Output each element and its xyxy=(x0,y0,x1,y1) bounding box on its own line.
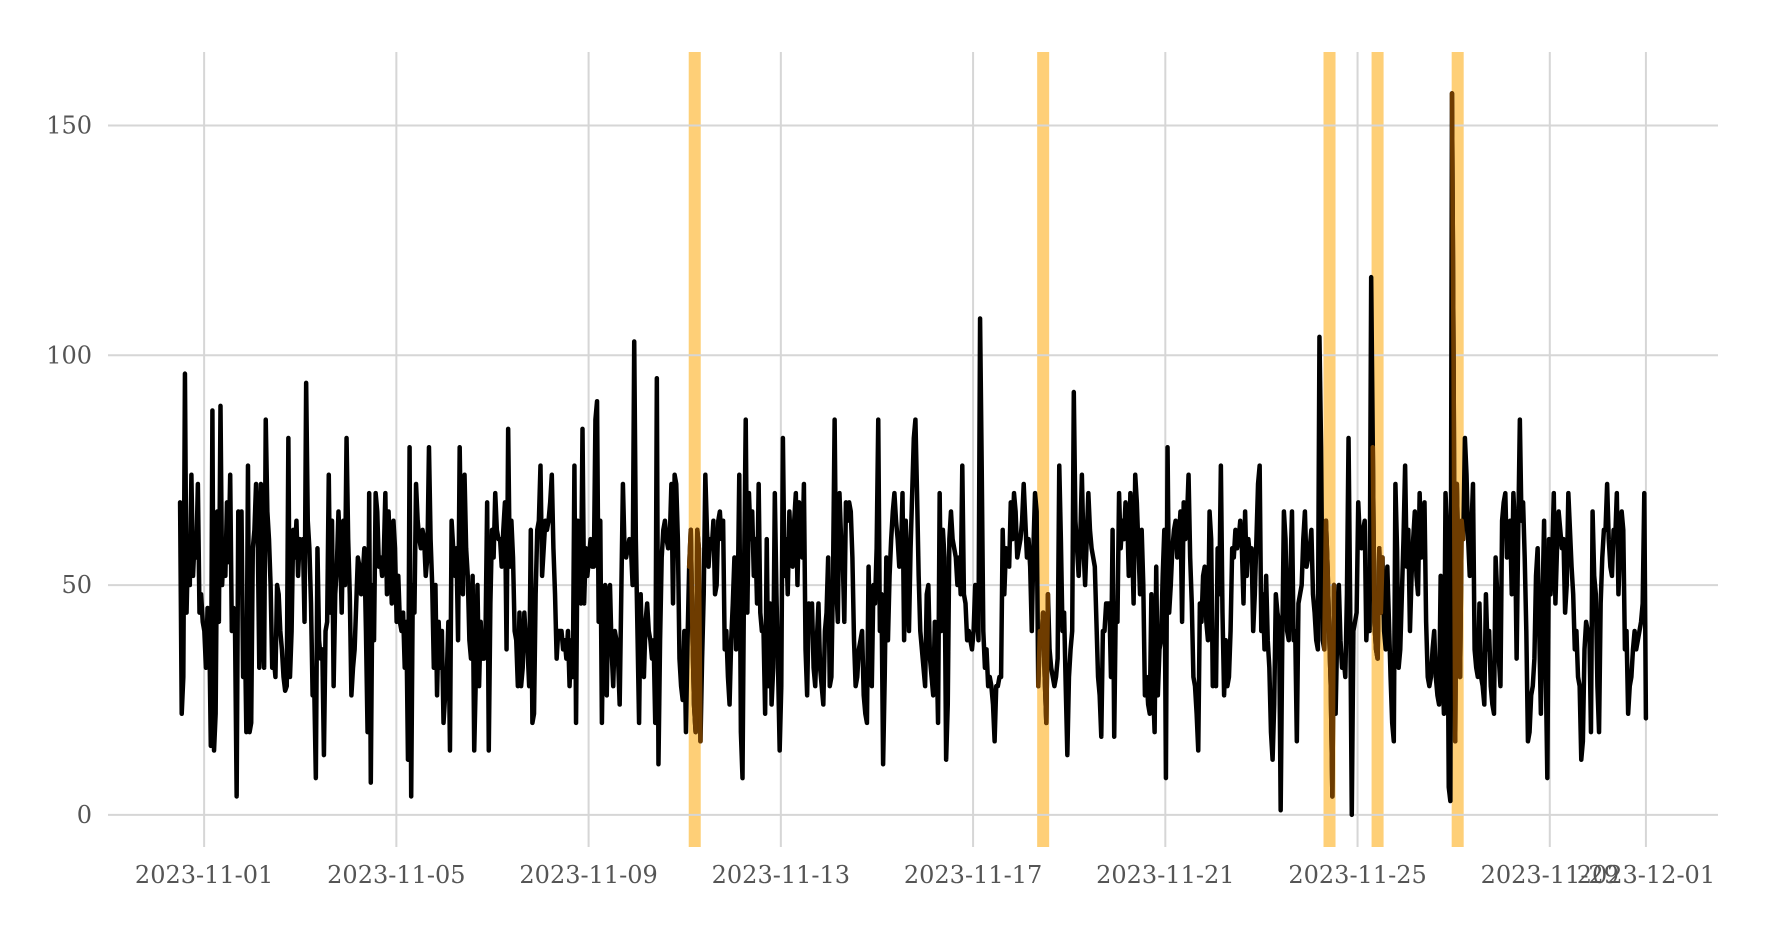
y-axis-tick-labels: 0 50 100 150 xyxy=(46,112,92,829)
spike-overlays xyxy=(686,91,1466,799)
series-line xyxy=(177,91,1649,818)
spike-line-5 xyxy=(1449,91,1466,744)
y-tick-label-150: 150 xyxy=(46,112,92,140)
spike-line-4 xyxy=(1370,444,1385,661)
x-axis-tick-labels: 2023-11-01 2023-11-05 2023-11-09 2023-11-13… xyxy=(135,861,1715,889)
x-tick-label-2023-11-17: 2023-11-17 xyxy=(904,861,1042,889)
y-tick-label-100: 100 xyxy=(46,341,92,369)
spike-line-1 xyxy=(686,527,703,744)
x-tick-label-2023-11-01: 2023-11-01 xyxy=(135,861,273,889)
x-tick-label-2023-11-29: 2023-11-29 xyxy=(1481,861,1619,889)
x-tick-label-2023-11-13: 2023-11-13 xyxy=(712,861,850,889)
y-tick-label-0: 0 xyxy=(77,801,92,829)
x-tick-label-2023-11-21: 2023-11-21 xyxy=(1096,861,1234,889)
x-tick-label-2023-11-09: 2023-11-09 xyxy=(519,861,657,889)
x-tick-label-2023-12-01: 2023-12-01 xyxy=(1577,861,1715,889)
spike-line-3 xyxy=(1322,518,1337,799)
x-tick-label-2023-11-05: 2023-11-05 xyxy=(327,861,465,889)
x-tick-label-2023-11-25: 2023-11-25 xyxy=(1288,861,1426,889)
spike-line-2 xyxy=(1036,592,1051,726)
y-tick-label-50: 50 xyxy=(61,571,92,599)
highlight-band-2 xyxy=(1037,52,1050,847)
series-group xyxy=(177,91,1649,818)
